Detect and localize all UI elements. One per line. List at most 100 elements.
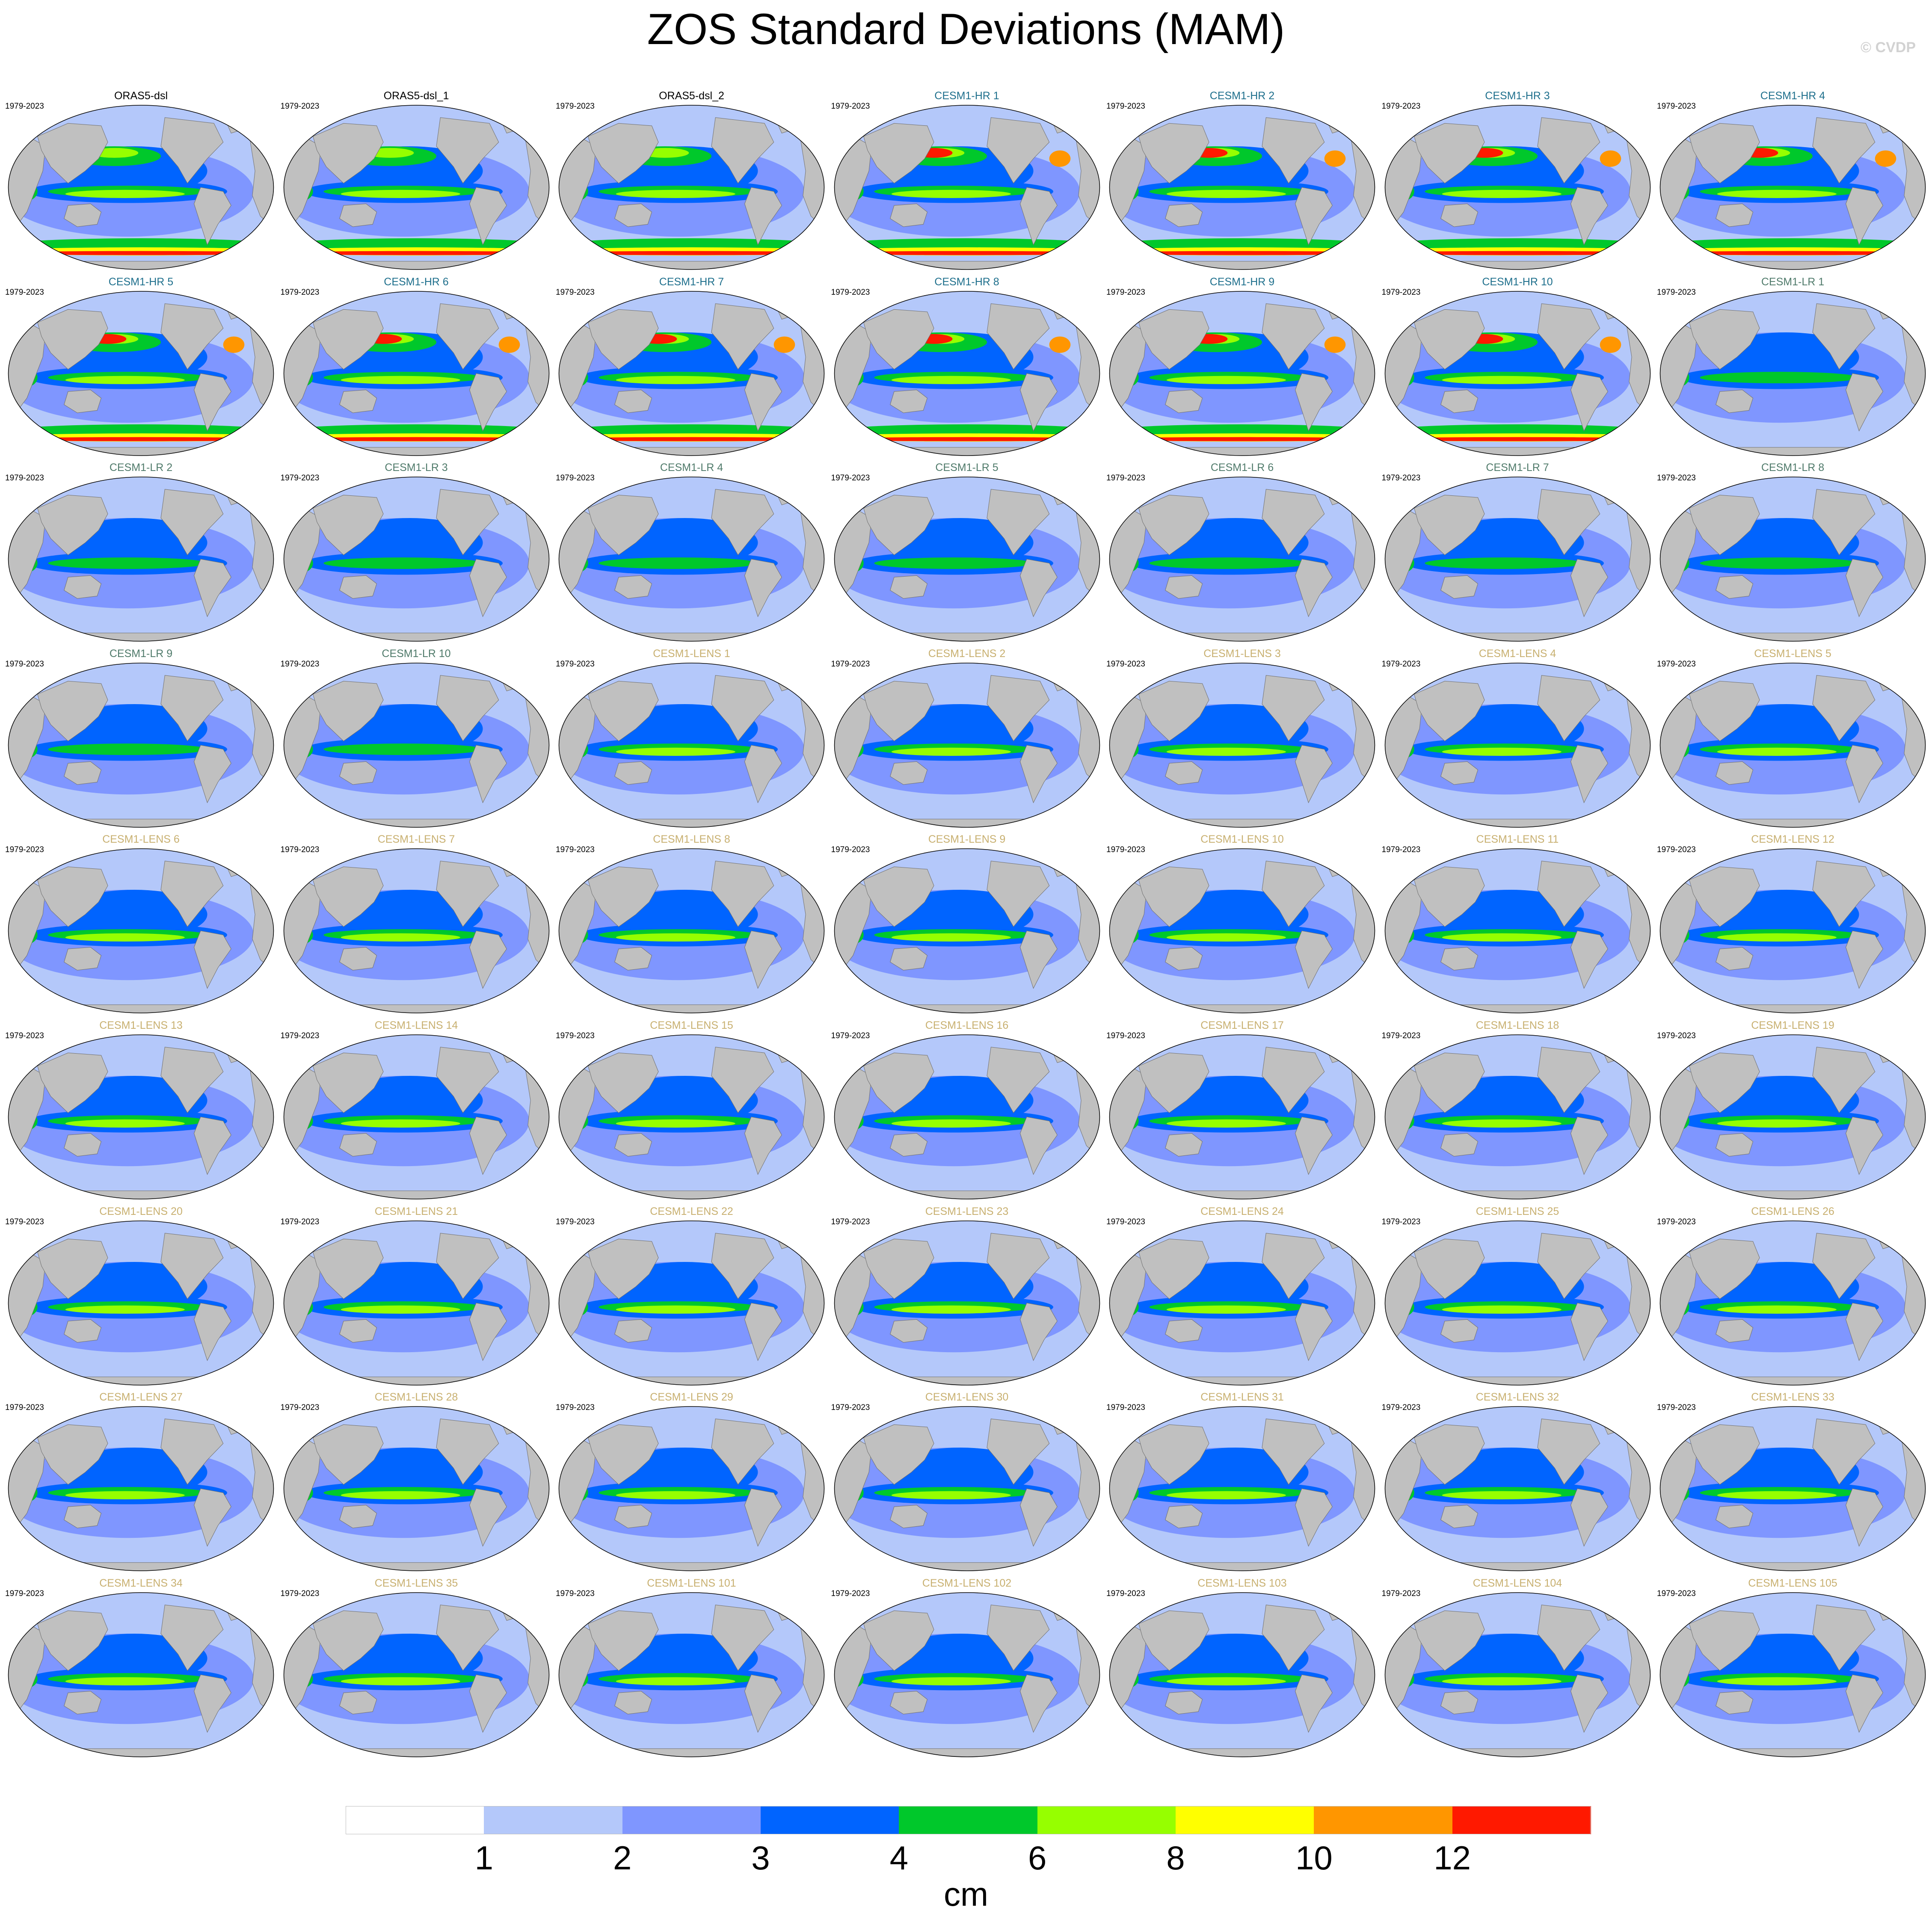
colorbar-tick-label: 6	[1028, 1839, 1047, 1877]
land-mass	[193, 1674, 231, 1733]
world-map	[834, 1406, 1100, 1571]
world-map	[558, 848, 825, 1014]
world-map	[558, 477, 825, 642]
panel-period: 1979-2023	[1381, 1031, 1421, 1040]
equatorial-strong	[1717, 1677, 1837, 1685]
panel-period: 1979-2023	[556, 474, 595, 483]
land-mass	[1165, 1691, 1203, 1715]
colorbar-tick-label: 2	[613, 1839, 632, 1877]
colorbar-segment	[484, 1806, 623, 1834]
land-mass	[1295, 187, 1333, 246]
land-mass	[711, 489, 774, 556]
map-panel: CESM1-HR 5 1979-2023	[5, 276, 277, 458]
land-mass	[1262, 117, 1325, 184]
map-outline	[283, 848, 549, 1014]
map-outline	[558, 1220, 825, 1386]
land-mass	[744, 745, 782, 803]
map-panel: CESM1-LR 3 1979-2023	[281, 462, 552, 643]
land-mass	[1570, 745, 1608, 803]
map-outline	[558, 1592, 825, 1757]
land-mass	[1537, 117, 1600, 184]
panel-title: CESM1-LENS 23	[925, 1205, 1009, 1217]
land-mass	[193, 187, 231, 246]
land-mass	[284, 1748, 549, 1757]
equatorial-strong	[891, 933, 1011, 942]
land-mass	[1262, 1232, 1325, 1299]
equatorial-strong	[891, 1305, 1011, 1314]
land-mass	[744, 187, 782, 246]
world-map	[1659, 1592, 1926, 1757]
land-mass	[1716, 389, 1754, 413]
world-map	[558, 105, 825, 270]
land-mass	[834, 1190, 1099, 1199]
colorbar-segment	[899, 1806, 1038, 1834]
map-outline	[283, 663, 549, 828]
land-mass	[284, 1376, 549, 1385]
land-mass	[1537, 675, 1600, 742]
ocean-field	[834, 1407, 1099, 1571]
map-panel: CESM1-LR 6 1979-2023	[1106, 462, 1378, 643]
panel-title: CESM1-LENS 35	[374, 1577, 458, 1589]
panel-period: 1979-2023	[831, 1589, 870, 1598]
panel-title: CESM1-LENS 17	[1200, 1019, 1284, 1031]
land-mass	[339, 761, 377, 785]
ocean-field	[1109, 291, 1375, 456]
map-panel: CESM1-LR 4 1979-2023	[556, 462, 827, 643]
land-mass	[889, 203, 927, 227]
equatorial-strong	[1166, 1305, 1286, 1314]
land-mass	[863, 681, 934, 741]
world-map	[834, 105, 1100, 270]
land-mass	[614, 1691, 652, 1715]
map-outline	[558, 848, 825, 1014]
panel-period: 1979-2023	[831, 1031, 870, 1040]
map-panel: CESM1-LENS 102 1979-2023	[831, 1577, 1103, 1759]
land-mass	[1109, 1748, 1375, 1757]
equatorial-strong	[1717, 1305, 1837, 1314]
world-map	[1384, 1220, 1650, 1386]
ocean-field	[8, 1035, 274, 1199]
panel-title: CESM1-LR 6	[1210, 462, 1274, 474]
panel-title: CESM1-LENS 105	[1748, 1577, 1837, 1589]
land-mass	[889, 1319, 927, 1343]
land-mass	[8, 1004, 274, 1013]
land-mass	[1138, 1424, 1209, 1485]
world-map	[1109, 1406, 1375, 1571]
ocean-field	[284, 1592, 549, 1757]
ocean-field	[1385, 1592, 1650, 1757]
land-mass	[614, 761, 652, 785]
land-mass	[863, 1610, 934, 1671]
land-mass	[339, 203, 377, 227]
land-mass	[1138, 495, 1209, 556]
gulf-stream	[1875, 150, 1896, 167]
land-mass	[1716, 1505, 1754, 1528]
land-mass	[889, 761, 927, 785]
land-mass	[986, 1418, 1049, 1485]
land-mass	[312, 1610, 384, 1671]
panel-period: 1979-2023	[280, 1589, 320, 1598]
equatorial-strong	[1166, 1677, 1286, 1685]
map-panel: ORAS5-dsl 1979-2023	[5, 90, 277, 272]
panel-period: 1979-2023	[831, 659, 870, 669]
land-mass	[889, 1133, 927, 1157]
world-map	[1109, 1034, 1375, 1199]
world-map	[1659, 663, 1926, 828]
equatorial-core	[1700, 371, 1859, 383]
land-mass	[1385, 1748, 1650, 1757]
land-mass	[160, 1605, 224, 1671]
land-mass	[1812, 1605, 1876, 1671]
land-mass	[160, 861, 224, 927]
land-mass	[1138, 681, 1209, 741]
land-mass	[436, 1232, 499, 1299]
map-outline	[1109, 477, 1375, 642]
land-mass	[986, 1232, 1049, 1299]
panel-title: CESM1-HR 2	[1209, 90, 1275, 102]
map-panel: CESM1-LR 5 1979-2023	[831, 462, 1103, 643]
panel-period: 1979-2023	[5, 845, 44, 855]
map-panel: CESM1-LENS 4 1979-2023	[1382, 648, 1653, 829]
world-map	[283, 663, 549, 828]
land-mass	[37, 309, 108, 370]
land-mass	[1845, 1674, 1883, 1733]
map-outline	[283, 477, 549, 642]
land-mass	[559, 1748, 824, 1757]
map-panel: CESM1-LR 1 1979-2023	[1657, 276, 1929, 458]
